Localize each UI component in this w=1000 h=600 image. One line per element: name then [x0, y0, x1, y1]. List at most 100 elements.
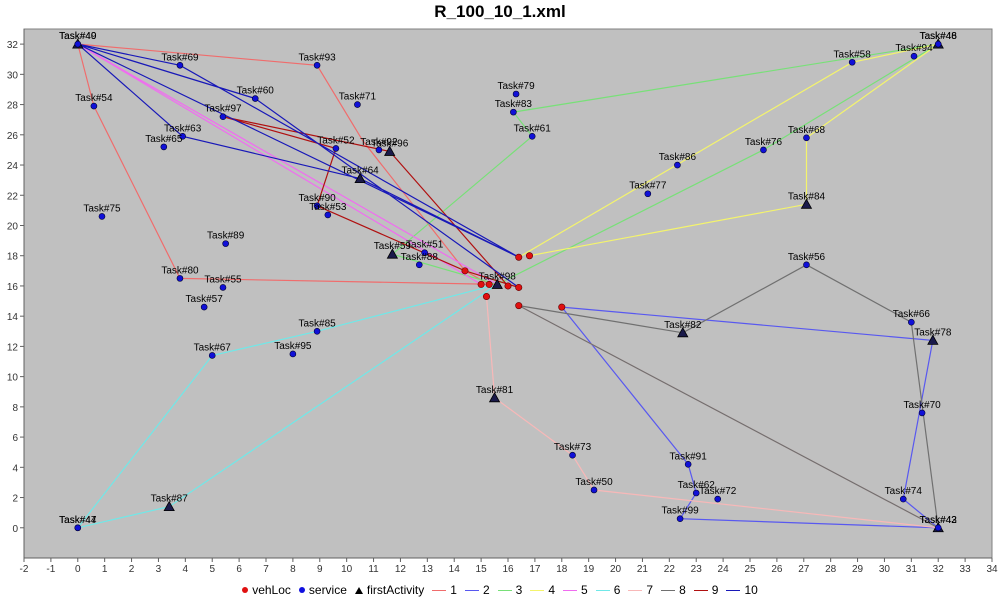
- task-label: Task#57: [186, 294, 224, 305]
- vehicle-location-point: [515, 302, 523, 310]
- service-point: [674, 161, 681, 169]
- service-point: [313, 327, 321, 335]
- route-2-line: [561, 306, 940, 529]
- legend-swatch: [693, 589, 708, 591]
- task-label: Task#56: [788, 252, 826, 263]
- legend-swatch: [432, 589, 447, 591]
- task-label: Task#74: [885, 486, 923, 497]
- task-label: Task#58: [834, 49, 872, 60]
- x-tick-label: -2: [20, 564, 29, 575]
- first-activity-marker: [677, 326, 689, 338]
- task-label: Task#47: [59, 515, 97, 526]
- service-point: [803, 261, 810, 269]
- y-tick-label: 4: [12, 463, 18, 474]
- task-label: Task#95: [274, 341, 312, 352]
- legend-label: 2: [482, 583, 490, 597]
- x-tick-label: 11: [368, 564, 379, 575]
- x-tick-label: 28: [825, 564, 837, 575]
- route-6-line: [76, 283, 498, 529]
- x-tick-label: 13: [422, 564, 434, 575]
- vehicle-location-point: [482, 293, 490, 301]
- task-label: Task#64: [341, 166, 379, 177]
- legend-swatch: [530, 589, 545, 591]
- x-tick-label: 26: [771, 564, 783, 575]
- legend-item: 1: [432, 583, 457, 597]
- service-point: [899, 495, 907, 503]
- legend-swatch: [628, 589, 643, 591]
- task-label: Task#61: [514, 123, 552, 134]
- service-point: [176, 275, 184, 282]
- service-point: [354, 101, 361, 108]
- legend-label: 9: [711, 583, 719, 597]
- route-4-line: [518, 43, 939, 258]
- service-point: [512, 90, 520, 98]
- x-tick-label: 30: [879, 564, 891, 575]
- y-tick-label: 20: [7, 221, 19, 232]
- first-activity-marker: [927, 334, 939, 345]
- task-label: Task#42: [920, 515, 958, 526]
- task-label: Task#55: [204, 274, 242, 285]
- task-label: Task#50: [575, 477, 613, 488]
- service-point: [289, 350, 297, 358]
- service-point: [160, 143, 168, 151]
- task-label: Task#70: [903, 400, 941, 411]
- task-label: Task#43: [920, 515, 958, 526]
- task-label: Task#66: [893, 309, 931, 320]
- legend-item: 3: [497, 583, 522, 597]
- service-point: [74, 524, 82, 532]
- service-point: [803, 134, 810, 142]
- y-tick-label: 10: [7, 373, 19, 384]
- route-1-line: [77, 43, 498, 285]
- task-label: Task#88: [401, 252, 439, 263]
- y-tick-label: 18: [7, 252, 19, 263]
- legend-item: 8: [661, 583, 686, 597]
- service-point: [644, 190, 652, 198]
- task-label: Task#82: [664, 320, 702, 331]
- task-label: Task#90: [298, 193, 336, 204]
- task-label: Task#48: [920, 31, 958, 42]
- task-label: Task#77: [629, 181, 667, 192]
- service-point: [421, 249, 428, 256]
- legend-label: service: [308, 583, 347, 597]
- task-label: Task#86: [659, 152, 697, 163]
- x-tick-label: 17: [529, 564, 541, 575]
- x-tick-label: 16: [502, 564, 514, 575]
- vehicle-location-point: [504, 282, 512, 290]
- task-label: Task#97: [204, 104, 242, 115]
- first-activity-marker: [800, 198, 813, 209]
- service-point: [90, 102, 98, 110]
- legend-swatch: [298, 587, 305, 593]
- chart-title: R_100_10_1.xml: [434, 2, 566, 21]
- first-activity-marker: [354, 172, 366, 184]
- x-tick-label: -1: [46, 564, 55, 575]
- vehicle-location-point: [485, 280, 493, 288]
- x-tick-label: 20: [610, 564, 622, 575]
- service-point: [200, 303, 208, 311]
- task-label: Task#85: [298, 318, 336, 329]
- x-tick-label: 9: [317, 564, 323, 575]
- legend-label: 4: [548, 583, 555, 597]
- task-label: Task#46: [920, 31, 958, 42]
- task-label: Task#44: [59, 515, 97, 526]
- legend-label: 5: [581, 583, 588, 597]
- x-tick-label: 6: [236, 564, 242, 575]
- task-label: Task#65: [145, 134, 183, 145]
- task-label: Task#75: [83, 203, 121, 214]
- first-activity-marker: [163, 500, 175, 512]
- vehicle-location-point: [477, 280, 485, 288]
- service-point: [676, 515, 684, 523]
- x-tick-label: 25: [744, 564, 756, 575]
- task-label: Task#67: [194, 342, 232, 353]
- legend-swatch: [464, 589, 479, 591]
- service-point: [918, 409, 926, 417]
- x-tick-label: 2: [129, 564, 135, 575]
- plot-area: [23, 28, 993, 559]
- x-tick-label: 5: [209, 564, 215, 575]
- legend-item: service: [298, 583, 347, 597]
- legend-item: 7: [628, 583, 653, 597]
- task-label: Task#96: [371, 138, 409, 149]
- points: [72, 38, 944, 533]
- x-tick-label: 24: [718, 564, 730, 575]
- service-point: [176, 61, 184, 69]
